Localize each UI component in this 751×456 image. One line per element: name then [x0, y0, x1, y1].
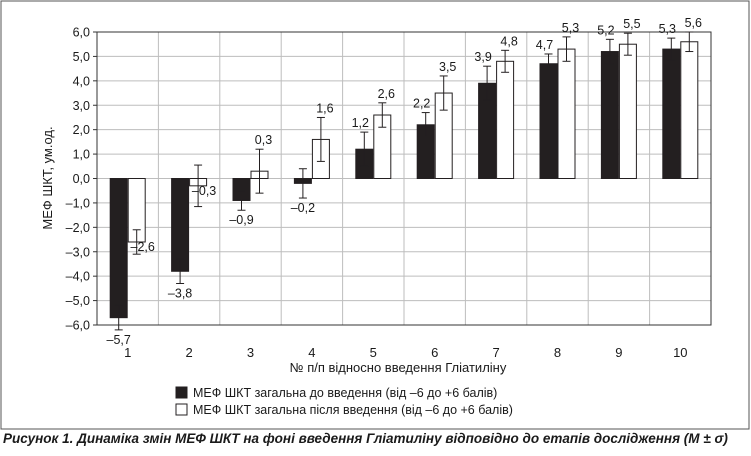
bar-before	[171, 178, 190, 272]
data-label-before: 4,7	[536, 38, 553, 52]
bar-after	[618, 43, 637, 180]
legend: МЕФ ШКТ загальна до введення (від –6 до …	[175, 386, 513, 417]
y-tick-label: 1,0	[73, 148, 90, 162]
data-label-after: 0,3	[255, 133, 272, 147]
bar-before	[539, 63, 558, 179]
data-label-before: 5,2	[597, 23, 614, 37]
y-tick-label: 5,0	[73, 50, 90, 64]
x-tick-label: 10	[673, 345, 687, 360]
data-labels: –5,7 –3,8 –0,9 –0,2 1,2 2,2 3,9 4,7 5,2 5,3 –2,6 –0…	[107, 16, 703, 347]
y-axis-label: МЕФ ШКТ, ум.од.	[40, 126, 55, 229]
y-tick-label: 2,0	[73, 123, 90, 137]
data-label-before: –0,2	[291, 201, 315, 215]
legend-label-before: МЕФ ШКТ загальна до введення (від –6 до …	[193, 386, 497, 400]
data-label-before: –3,8	[168, 286, 192, 300]
data-label-after: 1,6	[316, 101, 333, 115]
x-tick-label: 2	[185, 345, 192, 360]
y-tick-label: –6,0	[66, 319, 90, 333]
x-tick-label: 9	[615, 345, 622, 360]
data-label-after: –0,3	[192, 184, 216, 198]
figure-caption: Рисунок 1. Динаміка змін МЕФ ШКТ на фоні…	[3, 431, 728, 446]
bar-before	[600, 51, 619, 179]
bar-after	[496, 60, 515, 179]
x-tick-label: 3	[247, 345, 254, 360]
data-label-before: 5,3	[659, 22, 676, 36]
legend-label-after: МЕФ ШКТ загальна після введення (від –6 …	[193, 403, 513, 417]
x-axis-label: № п/п відносно введення Гліатиліну	[290, 360, 507, 375]
x-tick-label: 8	[554, 345, 561, 360]
y-tick-label: 4,0	[73, 74, 90, 88]
data-label-before: –0,9	[229, 213, 253, 227]
x-tick-label: 1	[124, 345, 131, 360]
y-tick-label: –5,0	[66, 294, 90, 308]
data-label-before: –5,7	[107, 333, 131, 347]
legend-swatch-before	[175, 386, 188, 399]
y-tick-label: –3,0	[66, 245, 90, 259]
bar-before	[662, 48, 681, 180]
bar-after	[557, 48, 576, 180]
x-tick-label: 7	[492, 345, 499, 360]
plot-border	[96, 31, 712, 326]
data-label-after: 5,6	[685, 16, 702, 30]
bars	[109, 31, 699, 331]
y-tick-label: 6,0	[73, 26, 90, 40]
data-label-after: 5,5	[623, 17, 640, 31]
y-tick-label: 0,0	[73, 172, 90, 186]
y-tick-label: –4,0	[66, 270, 90, 284]
bar-after	[680, 41, 699, 180]
data-label-before: 2,2	[413, 97, 430, 111]
y-tick-label: –1,0	[66, 196, 90, 210]
x-tick-label: 4	[308, 345, 315, 360]
data-label-after: 3,5	[439, 60, 456, 74]
data-label-after: –2,6	[131, 240, 155, 254]
x-tick-label: 5	[370, 345, 377, 360]
bar-before	[109, 178, 128, 319]
legend-swatch-after	[175, 403, 188, 416]
x-tick-label: 6	[431, 345, 438, 360]
data-label-before: 3,9	[474, 50, 491, 64]
data-label-before: 1,2	[352, 116, 369, 130]
y-tick-label: –2,0	[66, 221, 90, 235]
data-label-after: 5,3	[562, 21, 579, 35]
data-label-after: 2,6	[378, 87, 395, 101]
y-tick-label: 3,0	[73, 99, 90, 113]
data-label-after: 4,8	[500, 34, 517, 48]
axes: –6,0 –5,0 –4,0 –3,0 –2,0 –1,0 0,0 1,0 2,0 3,0 4,0 5…	[66, 26, 712, 360]
